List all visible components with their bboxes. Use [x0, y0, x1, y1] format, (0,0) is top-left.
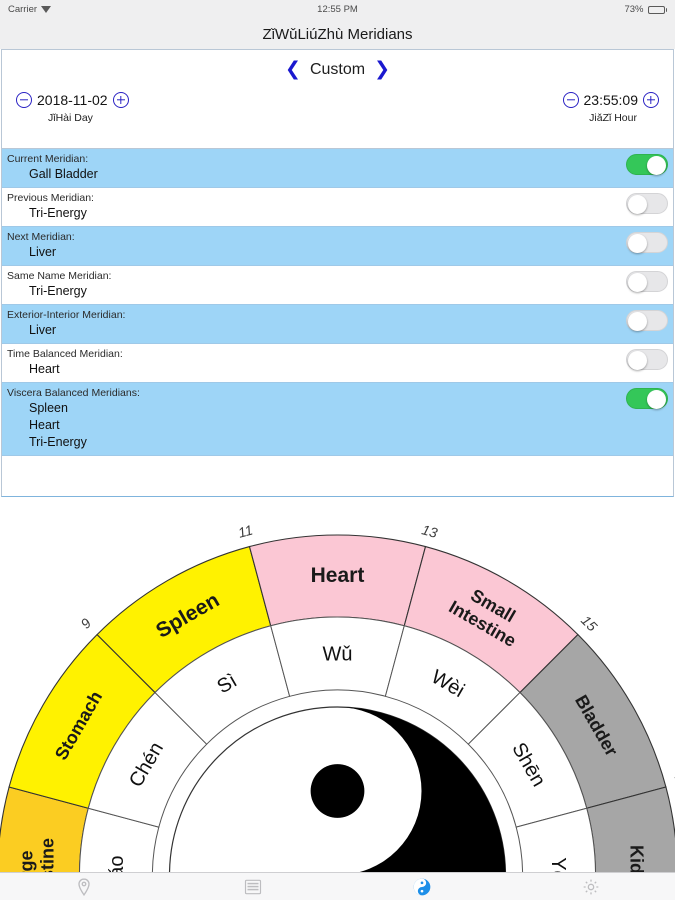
meridian-row-toggle[interactable]	[626, 349, 668, 370]
meridian-row[interactable]: Current Meridian: Gall Bladder	[2, 149, 673, 188]
meridian-row[interactable]: Viscera Balanced Meridians: Spleen Heart Tr…	[2, 383, 673, 456]
meridian-row-title: Same Name Meridian:	[7, 270, 112, 282]
meridian-clock-diagram[interactable]: LargeIntestineStomachSpleenHeartSmallInt…	[0, 497, 675, 872]
clock-inner-slice[interactable]	[515, 807, 596, 872]
meridian-row-value: Heart	[29, 418, 60, 432]
mode-label: Custom	[309, 60, 366, 78]
page-title: ZǐWǔLiúZhù Meridians	[262, 25, 413, 43]
status-right: 73%	[624, 4, 667, 15]
meridian-row-value: Gall Bladder	[29, 167, 98, 181]
clock-hour-tick: 13	[420, 521, 439, 541]
time-minus-icon[interactable]	[562, 92, 579, 108]
meridian-row-value: Liver	[29, 245, 57, 259]
meridian-row-toggle[interactable]	[626, 271, 668, 292]
battery-percent-label: 73%	[624, 4, 644, 15]
meridian-row[interactable]: Exterior-Interior Meridian: Liver	[2, 305, 673, 344]
tab-list[interactable]	[169, 873, 338, 900]
date-stepper: 2018-11-02	[16, 92, 129, 108]
meridian-row-title: Viscera Balanced Meridians:	[7, 387, 140, 399]
meridian-row-toggle[interactable]	[626, 310, 668, 331]
toggle-knob	[647, 156, 666, 175]
navigation-bar: ZǐWǔLiúZhù Meridians	[0, 19, 675, 49]
clock-outer-slice-label: Kidney	[627, 845, 647, 872]
chevron-right-icon[interactable]: ❯	[374, 58, 390, 80]
toggle-knob	[628, 273, 647, 292]
chevron-left-icon[interactable]: ❮	[285, 58, 301, 80]
date-value[interactable]: 2018-11-02	[37, 92, 108, 108]
tab-meridian-clock[interactable]	[338, 873, 507, 900]
wifi-icon	[41, 5, 52, 14]
date-caption: JǐHài Day	[48, 112, 93, 124]
meridian-row-toggle[interactable]	[626, 193, 668, 214]
time-value[interactable]: 23:55:09	[583, 92, 639, 108]
mode-selector: ❮ Custom ❯	[2, 60, 673, 79]
tab-location[interactable]	[0, 873, 169, 900]
date-time-panel: ❮ Custom ❯ 2018-11-02 JǐHài Day 23:55:09…	[1, 49, 674, 149]
meridian-list[interactable]: Current Meridian: Gall Bladder Previous Me…	[1, 149, 674, 497]
carrier-label: Carrier	[8, 4, 38, 15]
meridian-row-value: Liver	[29, 323, 57, 337]
status-left: Carrier	[8, 4, 52, 15]
clock-hour-tick: 17	[672, 773, 675, 793]
clock-inner-slice-label: Wǔ	[323, 644, 353, 666]
clock-hour-tick: 15	[578, 612, 600, 634]
clock-outer-slice-label: Heart	[311, 564, 365, 587]
toggle-knob	[628, 312, 647, 331]
toggle-knob	[628, 234, 647, 253]
clock-hour-tick: 9	[77, 615, 94, 632]
meridian-row-value: Tri-Energy	[29, 435, 87, 449]
meridian-row-title: Next Meridian:	[7, 231, 75, 243]
yin-yang-icon	[413, 878, 431, 895]
location-pin-icon	[78, 877, 91, 896]
battery-icon	[647, 5, 667, 14]
status-clock: 12:55 PM	[317, 4, 358, 15]
meridian-row-title: Time Balanced Meridian:	[7, 348, 123, 360]
list-icon	[245, 879, 262, 894]
toggle-knob	[628, 351, 647, 370]
meridian-row-value: Heart	[29, 362, 60, 376]
clock-hour-tick: 7	[0, 776, 3, 789]
status-bar: Carrier 12:55 PM 73%	[0, 0, 675, 19]
meridian-row[interactable]: Same Name Meridian: Tri-Energy	[2, 266, 673, 305]
time-stepper: 23:55:09	[562, 92, 659, 108]
date-minus-icon[interactable]	[16, 92, 32, 108]
time-plus-icon[interactable]	[643, 92, 659, 108]
clock-outer-slice-label: LargeIntestine	[17, 838, 58, 872]
time-caption: JiǎZǐ Hour	[589, 112, 637, 124]
meridian-row-value: Spleen	[29, 401, 68, 415]
toggle-knob	[628, 195, 647, 214]
date-plus-icon[interactable]	[112, 92, 129, 108]
meridian-row-toggle[interactable]	[626, 232, 668, 253]
meridian-row-value: Tri-Energy	[29, 284, 87, 298]
yin-yang-symbol	[168, 706, 507, 872]
clock-inner-slice-label: Yǒu	[547, 857, 569, 872]
toggle-knob	[647, 390, 666, 409]
meridian-clock-svg[interactable]: LargeIntestineStomachSpleenHeartSmallInt…	[0, 497, 675, 872]
tab-bar[interactable]	[0, 872, 675, 900]
meridian-row-title: Exterior-Interior Meridian:	[7, 309, 126, 321]
meridian-row-toggle[interactable]	[626, 154, 668, 175]
clock-hour-tick: 11	[236, 522, 254, 541]
meridian-row[interactable]: Time Balanced Meridian: Heart	[2, 344, 673, 383]
tab-settings[interactable]	[506, 873, 675, 900]
meridian-row[interactable]: Previous Meridian: Tri-Energy	[2, 188, 673, 227]
clock-inner-slice-label: Mǎo	[106, 856, 128, 872]
meridian-row-value: Tri-Energy	[29, 206, 87, 220]
meridian-row-title: Previous Meridian:	[7, 192, 94, 204]
meridian-row-toggle[interactable]	[626, 388, 668, 409]
gear-icon	[583, 879, 598, 894]
meridian-row-title: Current Meridian:	[7, 153, 89, 165]
meridian-row[interactable]: Next Meridian: Liver	[2, 227, 673, 266]
